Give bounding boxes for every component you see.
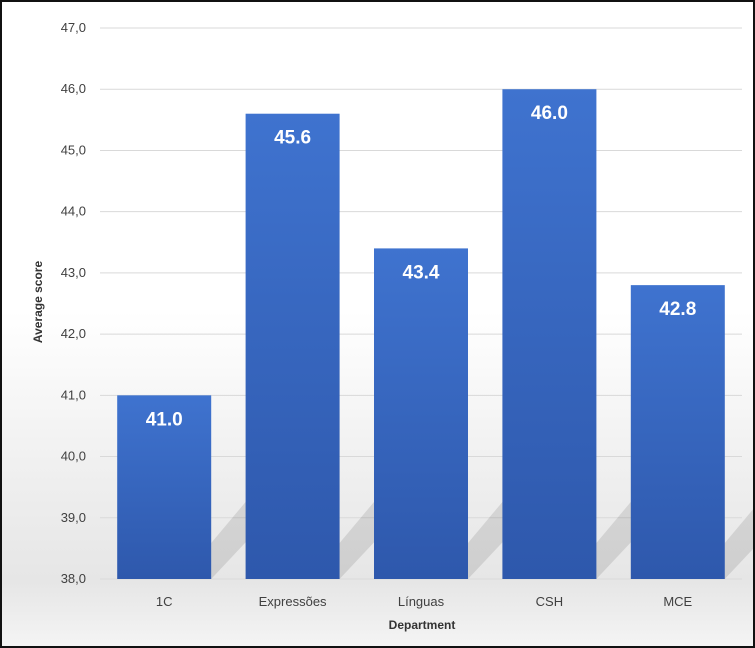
x-tick-label: Línguas (398, 594, 445, 609)
y-tick-label: 41,0 (61, 387, 86, 402)
bar (117, 395, 212, 579)
bar (374, 248, 468, 579)
x-tick-label: MCE (663, 594, 692, 609)
y-tick-label: 38,0 (61, 571, 86, 586)
y-tick-label: 47,0 (61, 20, 86, 35)
value-labels: 41.0 45.6 43.4 46.0 42.8 (146, 103, 697, 430)
x-tick-label: 1C (156, 594, 173, 609)
bar-value-label: 42.8 (659, 299, 696, 320)
bar (630, 285, 725, 579)
y-tick-label: 43,0 (61, 265, 86, 280)
y-tick-label: 39,0 (61, 510, 86, 525)
bar-value-label: 46.0 (531, 103, 568, 124)
y-tick-label: 44,0 (61, 204, 86, 219)
x-tick-label: Expressões (259, 594, 327, 609)
x-tick-label: CSH (536, 594, 563, 609)
bar-value-label: 45.6 (274, 128, 311, 149)
bar (245, 113, 340, 579)
bar-shadow (724, 509, 753, 579)
x-axis-title: Department (389, 618, 456, 632)
bar-value-label: 41.0 (146, 409, 183, 430)
y-axis-title: Average score (31, 261, 45, 344)
y-tick-label: 42,0 (61, 326, 86, 341)
y-tick-label: 45,0 (61, 142, 86, 157)
bar (502, 89, 597, 579)
y-axis-ticks: 38,0 39,0 40,0 41,0 42,0 43,0 44,0 45,0 46,0 47,0 (61, 20, 86, 586)
bars (117, 89, 725, 579)
y-tick-label: 40,0 (61, 449, 86, 464)
y-tick-label: 46,0 (61, 81, 86, 96)
bar-value-label: 43.4 (403, 262, 440, 283)
x-axis-ticks: 1C Expressões Línguas CSH MCE (156, 594, 693, 609)
